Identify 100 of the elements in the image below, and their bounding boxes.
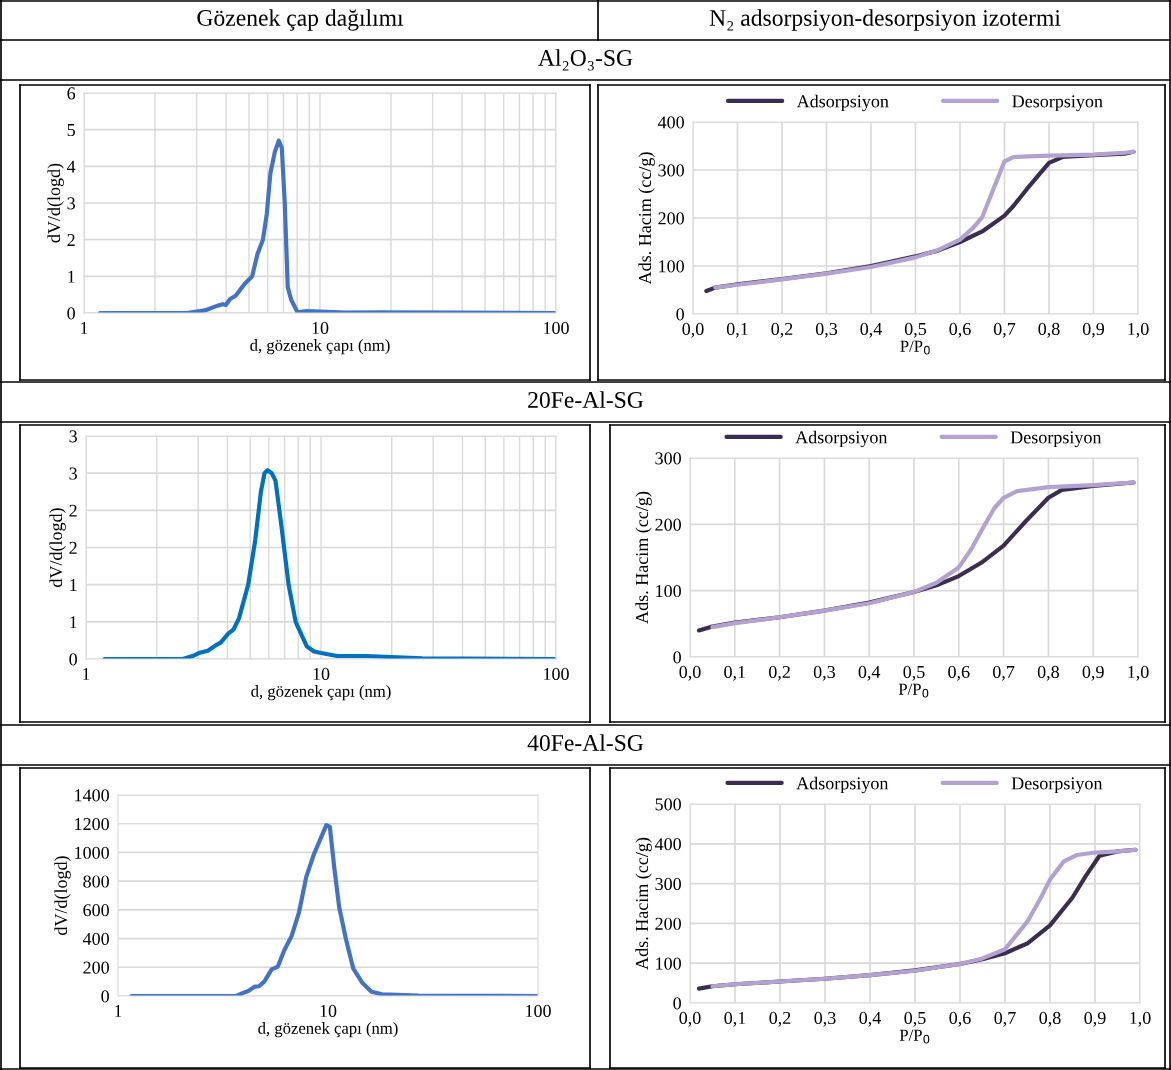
y-tick-label: 400 [654,838,681,851]
x-tick-label: 0,2 [769,1011,791,1027]
x-tick-label: 1,0 [1130,1011,1151,1027]
x-tick-label: 0,2 [769,665,790,681]
x-tick-label: 1,0 [1128,322,1149,338]
y-axis-title: dV/d(logd) [54,856,71,935]
y-tick-label: 300 [658,164,684,177]
y-tick-label: 0 [67,307,75,320]
x-tick-label: 0,9 [1082,665,1104,681]
x-tick-label: 100 [544,321,569,335]
y-tick-label: 300 [655,452,681,465]
y-tick-label: 0 [69,653,77,666]
y-tick-label: 2 [67,233,75,246]
y-tick-label: 0 [676,308,684,321]
y-tick-label: 1 [68,270,75,283]
y-tick-label: 2 [69,504,77,517]
x-tick-label: 10 [313,667,330,681]
x-tick-label: 0,4 [858,665,881,681]
y-tick-label: 1200 [75,817,109,831]
x-axis-title: P/P$_{0}$ [898,683,929,698]
x-axis-title: d, gözenek çapı (nm) [251,685,391,701]
x-tick-label: 0,1 [724,1011,746,1027]
y-axis-title: dV/d(logd) [49,508,66,587]
y-tick-label: 200 [83,961,109,974]
y-tick-label: 0 [673,997,681,1010]
legend-label: Adsorpsiyon [795,430,888,448]
x-tick-label: 0,5 [903,665,925,681]
x-axis-title: d, gözenek çapı (nm) [258,1022,398,1038]
y-axis-title: dV/d(logd) [47,163,64,243]
y-tick-label: 100 [659,260,684,273]
chart-title: Al₂O₃-SG [538,49,633,71]
y-tick-label: 600 [83,904,109,917]
y-tick-label: 800 [83,875,109,888]
x-tick-label: 0,1 [724,665,745,681]
x-tick-label: 0,3 [813,665,835,681]
x-tick-label: 0,7 [994,1011,1016,1027]
x-tick-label: 0,7 [993,322,1016,338]
y-tick-label: 100 [656,584,681,598]
x-tick-label: 0,3 [815,322,838,338]
legend-label: Desorpsiyon [1010,431,1102,448]
x-axis-title: P/P$_{0}$ [899,1029,930,1044]
y-tick-label: 4 [66,160,76,173]
y-tick-label: 200 [655,917,681,930]
legend-label: Desorpsiyon [1011,777,1103,794]
x-tick-label: 1 [115,1004,122,1017]
y-tick-label: 400 [657,116,684,129]
y-tick-label: 5 [67,124,75,137]
x-tick-label: 10 [312,321,329,335]
y-tick-label: 2 [69,541,77,554]
x-tick-label: 100 [526,1004,551,1018]
x-tick-label: 0,8 [1037,665,1059,681]
x-tick-label: 0,6 [949,322,971,338]
y-tick-label: 100 [656,957,681,970]
x-tick-label: 10 [320,1004,337,1018]
x-axis-title: d, gözenek çapı (nm) [250,339,390,355]
y-tick-label: 1400 [75,789,109,802]
y-tick-label: 1 [70,579,77,591]
x-tick-label: 0,5 [904,322,927,338]
x-tick-label: 100 [544,667,569,681]
y-axis-title: Ads. Hacim (cc/g) [638,152,655,285]
text: 40Fe-Al-SG [527,734,644,751]
x-tick-label: 1,0 [1128,665,1149,681]
legend-label: Adsorpsiyon [796,776,889,794]
chart-title: 20Fe-Al-SG [528,391,644,408]
x-tick-label: 0,8 [1038,322,1060,338]
x-tick-label: 0,6 [949,1011,971,1027]
x-tick-label: 0,9 [1082,322,1105,338]
y-tick-label: 0 [101,990,109,1003]
x-tick-label: 0,3 [814,1011,836,1027]
y-axis-title: Ads. Hacim (cc/g) [635,837,652,970]
y-tick-label: 3 [67,197,75,210]
y-tick-label: 400 [82,932,109,946]
y-tick-label: 0 [673,651,681,664]
x-tick-label: 0,9 [1084,1011,1106,1027]
y-axis-title: Ads. Hacim (cc/g) [635,491,652,624]
x-tick-label: 0,4 [859,1011,881,1027]
text: Gözenek çap dağılımı [197,9,404,31]
legend-label: Desorpsiyon [1012,95,1103,112]
x-tick-label: 0,6 [948,665,970,681]
x-tick-label: 0,8 [1039,1011,1061,1027]
text: N₂ adsorpsiyon-desorpsiyon izotermi [709,9,1061,31]
y-tick-label: 3 [69,430,77,443]
y-tick-label: 300 [655,877,681,891]
x-tick-label: 0,4 [860,322,882,338]
x-tick-label: 0,0 [679,665,701,681]
y-tick-label: 1 [70,616,77,629]
y-tick-label: 200 [658,212,684,225]
y-tick-label: 500 [655,798,681,811]
legend-label: Adsorpsiyon [796,94,889,112]
x-tick-label: 0,2 [771,322,793,338]
y-tick-label: 6 [67,87,76,100]
x-tick-label: 0,5 [904,1011,926,1027]
x-tick-label: 0,0 [679,1011,701,1027]
x-tick-label: 0,7 [993,665,1015,681]
x-tick-label: 0,0 [682,322,704,338]
x-axis-title: P/P$_{0}$ [900,340,930,355]
y-tick-label: 200 [655,518,681,531]
y-tick-label: 1000 [75,846,109,859]
y-tick-label: 3 [69,467,77,480]
x-tick-label: 0,1 [726,322,748,338]
